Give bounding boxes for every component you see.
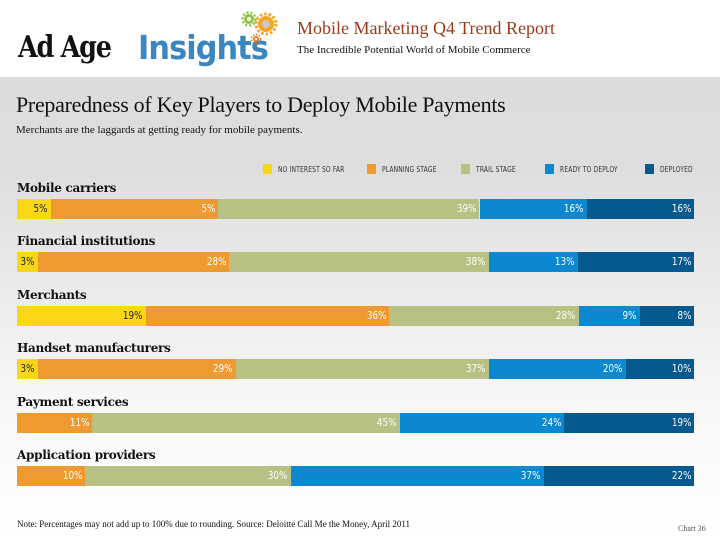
data-label: 19% [671,415,691,429]
bar-segment-trail: 38% [228,252,489,273]
chart-title: Preparedness of Key Players to Deploy Mo… [16,92,506,117]
legend-swatch [545,164,554,174]
legend-item-trail: TRAIL STAGE [461,164,529,174]
bar-segment-ready: 37% [290,466,544,486]
data-label: 3% [20,362,35,376]
category-label: Application providers [17,448,156,462]
data-label: 37% [466,362,486,376]
bar-segment-no-interest: 3% [17,252,38,273]
data-label: 24% [541,415,562,429]
data-label: 28% [556,308,576,322]
data-label: 5% [201,202,216,215]
data-label: 16% [671,202,691,215]
bar-segment-ready: 13% [488,252,578,273]
bar-segment-ready: 16% [479,199,587,219]
bar-segment-deployed: 19% [564,412,694,433]
bar-segment-planning: 11% [17,412,93,433]
bar-segment-planning: 28% [37,252,229,273]
source-footnote: Note: Percentages may not add up to 100%… [17,519,411,529]
bar-segment-no-interest: 19% [17,305,146,326]
data-label: 11% [69,415,90,429]
orange-gear-icon [254,12,278,36]
bar-row: 11% 45% 24% 19% [17,412,694,433]
legend-item-deployed: DEPLOYED [645,164,704,174]
legend-label: TRAIL STAGE [476,164,516,174]
bar-row: 3% 28% 38% 13% 17% [17,252,694,273]
data-label: 10% [62,469,83,482]
data-label: 38% [466,255,486,269]
category-label: Mobile carriers [17,181,117,195]
legend-item-no-interest: NO INTEREST SO FAR [263,164,367,174]
bar-segment-ready: 24% [399,412,565,433]
chart-subtitle: Merchants are the laggards at getting re… [16,124,303,136]
report-subtitle: The Incredible Potential World of Mobile… [297,44,531,56]
legend-swatch [367,164,376,174]
data-label: 10% [671,362,691,376]
bar-segment-deployed: 10% [625,359,694,380]
small-gear-icon [250,33,262,45]
gears-icon [241,11,278,45]
bar-segment-trail: 28% [389,305,579,326]
bar-segment-trail: 45% [92,412,400,433]
bar-segment-deployed: 16% [586,199,694,219]
logo-insights-text: Insights [138,28,269,67]
data-label: 29% [213,362,233,376]
green-gear-icon [241,11,257,27]
bar-segment-deployed: 8% [639,305,694,326]
bar-row: 3% 29% 37% 20% 10% [17,359,694,380]
category-label: Payment services [17,394,129,409]
report-header: Ad Age Insights Mobile Marketing Q4 Tren… [0,0,720,77]
data-label: 37% [520,469,541,482]
data-label: 5% [33,202,48,215]
legend-item-ready: READY TO DEPLOY [545,164,637,174]
bar-segment-planning: 10% [17,466,86,486]
legend-item-planning: PLANNING STAGE [367,164,455,174]
ad-age-insights-logo: Ad Age Insights [18,18,279,68]
bar-segment-trail: 39% [218,199,480,219]
bar-segment-deployed: 22% [543,466,694,486]
legend-swatch [263,164,272,174]
category-label: Merchants [17,287,87,302]
bar-segment-no-interest: 5% [17,199,51,219]
data-label: 8% [677,308,691,322]
data-label: 20% [603,362,623,376]
category-label: Handset manufacturers [17,341,171,356]
legend-label: DEPLOYED [660,164,693,174]
data-label: 16% [564,202,584,215]
legend-label: PLANNING STAGE [382,164,437,174]
logo-ad-age-text: Ad Age [18,30,112,65]
data-label: 17% [671,255,691,269]
report-title: Mobile Marketing Q4 Trend Report [297,18,555,38]
data-label: 28% [206,255,226,269]
bar-segment-planning: 29% [37,359,236,380]
data-label: 9% [622,308,637,322]
data-label: 45% [377,415,397,429]
data-label: 22% [671,469,691,482]
bar-segment-planning: 36% [145,305,390,326]
bar-segment-deployed: 17% [577,252,694,273]
legend-label: NO INTEREST SO FAR [278,164,345,174]
data-label: 30% [267,469,288,482]
bar-segment-ready: 9% [578,305,640,326]
bar-row: 19% 36% 28% 9% 8% [17,305,694,326]
bar-segment-planning: 5% [50,199,219,219]
data-label: 3% [20,255,35,269]
bar-row: 5% 5% 39% 16% 16% [17,199,694,219]
data-label: 36% [366,308,387,322]
data-label: 39% [456,202,477,215]
legend-label: READY TO DEPLOY [560,164,618,174]
bar-segment-no-interest: 3% [17,359,38,380]
category-label: Financial institutions [17,234,156,249]
bar-segment-trail: 37% [235,359,489,380]
bar-segment-ready: 20% [488,359,626,380]
bar-row: 10% 30% 37% 22% [17,466,694,486]
legend-swatch [461,164,470,174]
legend-swatch [645,164,654,174]
data-label: 19% [123,308,143,322]
data-label: 13% [555,255,575,269]
chart-number: Chart 36 [678,524,706,533]
bar-segment-trail: 30% [85,466,291,486]
